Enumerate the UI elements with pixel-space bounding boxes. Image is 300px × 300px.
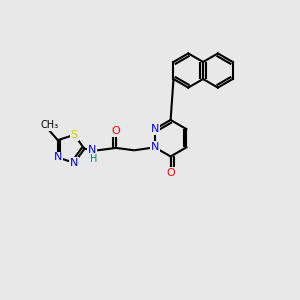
Text: N: N [70, 158, 78, 168]
Text: CH₃: CH₃ [40, 120, 58, 130]
Text: S: S [71, 130, 78, 140]
Text: N: N [151, 124, 159, 134]
Text: O: O [166, 168, 175, 178]
Text: H: H [91, 154, 98, 164]
Text: N: N [88, 145, 96, 155]
Text: N: N [151, 142, 159, 152]
Text: N: N [54, 152, 62, 163]
Text: O: O [112, 126, 120, 136]
